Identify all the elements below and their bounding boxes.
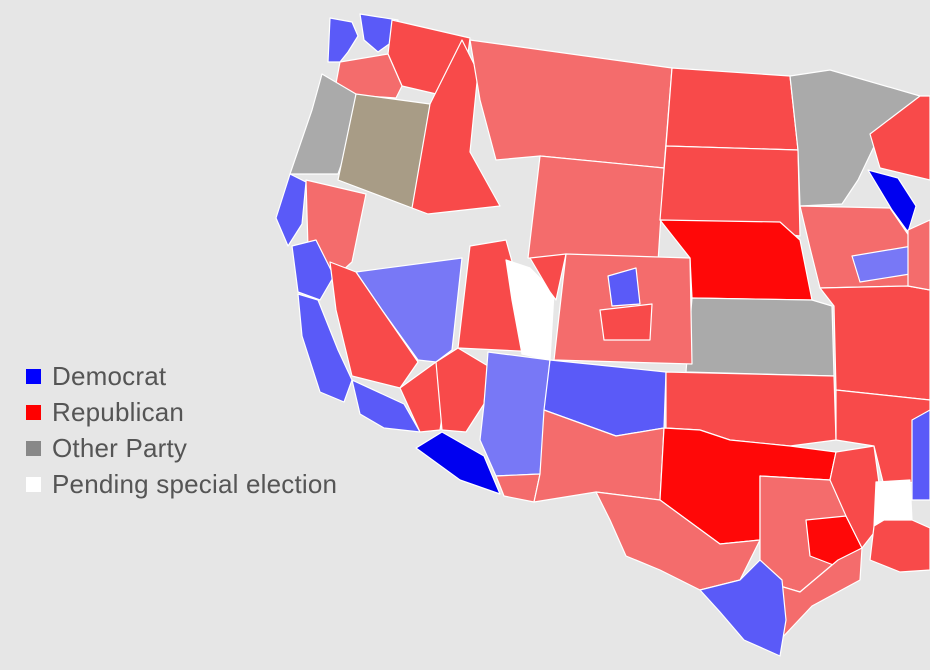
district-ms-dem [911, 409, 930, 501]
district-co-denver [607, 267, 641, 307]
district-ks [685, 297, 835, 377]
district-id [411, 39, 501, 215]
district-ca-la [351, 379, 421, 433]
district-az-central [479, 351, 551, 477]
district-az-south [495, 473, 541, 503]
district-mt [469, 39, 673, 169]
legend-item-other-party: Other Party [26, 430, 337, 466]
district-wa-west [327, 17, 359, 63]
district-mn [789, 69, 921, 207]
other-party-swatch [26, 440, 41, 456]
legend-item-pending: Pending special election [26, 466, 337, 502]
district-tx-south [699, 559, 787, 657]
district-ut-east [529, 253, 567, 301]
district-wi [869, 95, 930, 181]
district-sd [659, 145, 801, 237]
legend-label-pending: Pending special election [52, 468, 338, 499]
district-ca-central [329, 261, 419, 389]
district-ca-coast [297, 293, 353, 403]
district-co-south [599, 303, 653, 341]
district-ca-bay [291, 239, 335, 301]
pending-swatch [26, 476, 41, 492]
district-nd [665, 67, 799, 151]
republican-swatch [26, 404, 41, 420]
district-ca-south [415, 431, 501, 495]
district-il-east [907, 219, 930, 291]
legend-item-republican: Republican [26, 394, 337, 430]
legend-label-democrat: Democrat [52, 360, 167, 391]
district-az-nw [435, 347, 489, 433]
district-la [869, 519, 930, 573]
legend: Democrat Republican Other Party Pending … [26, 358, 337, 502]
district-mn-metro [867, 169, 917, 233]
district-mo [819, 285, 930, 401]
legend-label-republican: Republican [52, 396, 185, 427]
democrat-swatch [26, 368, 41, 384]
district-wa-seattle [359, 13, 399, 53]
legend-label-other-party: Other Party [52, 432, 188, 463]
district-wy [527, 155, 665, 263]
district-ca-north-coast [275, 173, 307, 247]
legend-item-democrat: Democrat [26, 358, 337, 394]
